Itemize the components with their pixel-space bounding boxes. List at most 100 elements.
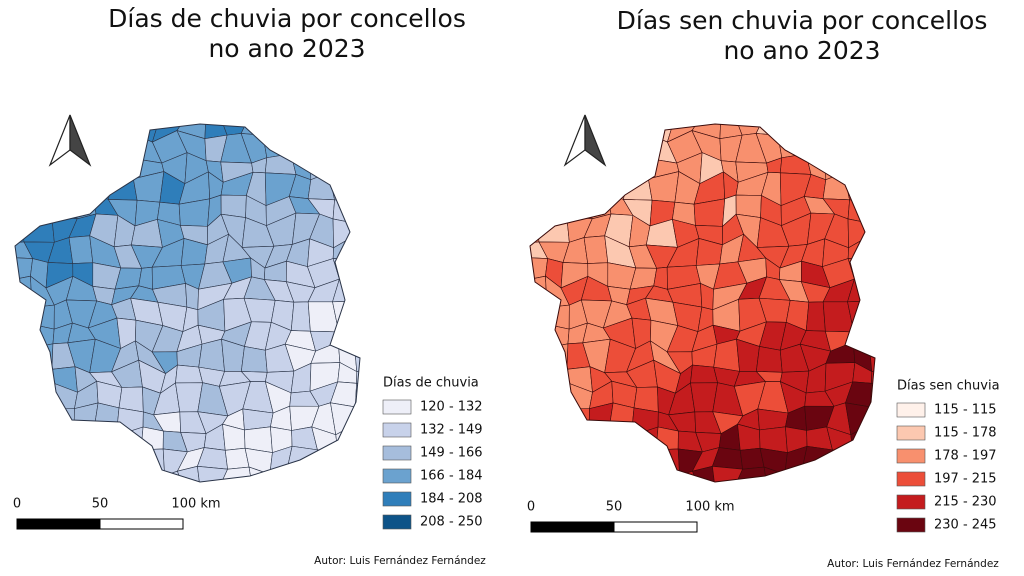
municipality	[50, 472, 76, 482]
municipality	[586, 471, 606, 482]
municipality	[777, 124, 807, 138]
municipality	[290, 301, 311, 332]
municipality	[608, 124, 625, 140]
municipality	[15, 465, 32, 482]
legend-swatch	[896, 425, 926, 441]
municipality	[847, 300, 875, 333]
municipality	[645, 448, 680, 476]
municipality	[86, 135, 119, 161]
scale-label: 50	[606, 500, 623, 515]
municipality	[583, 235, 609, 264]
municipality	[68, 235, 94, 264]
municipality	[198, 338, 225, 372]
municipality	[68, 173, 96, 194]
municipality	[354, 344, 360, 373]
municipality	[871, 258, 875, 282]
municipality	[43, 408, 75, 433]
municipality	[329, 124, 357, 140]
legend-swatch	[382, 491, 412, 507]
legend-swatch	[382, 514, 412, 530]
municipality	[583, 173, 611, 194]
municipality	[586, 432, 609, 453]
municipality	[823, 128, 855, 163]
municipality	[286, 136, 311, 157]
municipality	[713, 338, 740, 372]
legend-swatch	[382, 468, 412, 484]
scale-label: 50	[92, 497, 109, 512]
municipality	[354, 299, 360, 331]
scale-bar-black	[530, 521, 615, 533]
municipality	[25, 161, 49, 179]
municipality	[530, 217, 540, 245]
municipality	[328, 158, 355, 179]
municipality	[15, 404, 32, 432]
municipality	[530, 193, 549, 223]
municipality	[530, 404, 547, 432]
municipality	[130, 473, 166, 482]
municipality	[15, 275, 33, 312]
municipality	[558, 408, 590, 433]
legend-label: 184 - 208	[420, 492, 483, 507]
municipality	[692, 465, 716, 482]
municipality	[248, 466, 271, 482]
municipality	[603, 451, 631, 476]
municipality	[805, 301, 826, 332]
municipality	[603, 434, 632, 458]
municipality	[336, 448, 360, 475]
municipality	[712, 465, 744, 482]
municipality	[844, 467, 869, 482]
municipality	[354, 324, 360, 352]
legend-label: 120 - 132	[420, 400, 483, 415]
municipality	[565, 472, 591, 482]
municipality	[866, 423, 875, 456]
municipality	[15, 445, 34, 477]
municipality	[15, 217, 25, 245]
municipality	[530, 139, 542, 164]
municipality	[530, 275, 548, 312]
author: Autor: Luis Fernández Fernández	[314, 555, 486, 567]
municipality	[625, 426, 659, 458]
municipality	[851, 448, 875, 475]
municipality	[88, 471, 116, 482]
municipality	[622, 170, 653, 201]
region-outline	[14, 123, 361, 483]
municipality	[220, 194, 247, 218]
municipality	[627, 473, 648, 482]
legend-label: 178 - 197	[934, 449, 997, 464]
municipality	[866, 178, 875, 202]
municipality	[844, 124, 872, 140]
municipality	[870, 234, 875, 263]
municipality	[43, 171, 70, 204]
municipality	[350, 448, 360, 475]
legend-label: 149 - 166	[420, 446, 483, 461]
municipality	[15, 307, 33, 323]
municipality	[240, 346, 268, 373]
municipality	[530, 174, 548, 203]
municipality	[536, 368, 571, 392]
north-arrow-left	[48, 114, 71, 167]
municipality	[557, 424, 590, 455]
municipality	[801, 136, 826, 157]
municipality	[88, 451, 116, 476]
municipality	[530, 124, 542, 142]
municipality	[351, 197, 360, 224]
municipality	[537, 216, 570, 243]
municipality	[530, 338, 538, 375]
municipality	[15, 124, 27, 142]
municipality	[601, 159, 634, 178]
municipality	[15, 174, 33, 203]
municipality	[866, 406, 875, 427]
legend-title: Días sen chuvia	[897, 379, 1000, 394]
municipality	[15, 390, 32, 406]
municipality	[71, 432, 94, 453]
municipality	[93, 124, 110, 140]
municipality	[601, 135, 634, 161]
municipality	[867, 221, 875, 247]
legend-label: 166 - 184	[420, 469, 483, 484]
municipality	[177, 465, 201, 482]
municipality	[530, 445, 549, 477]
municipality	[537, 304, 570, 330]
municipality	[15, 149, 32, 179]
map-title: Días de chuvia por concellos	[108, 4, 466, 33]
municipality	[329, 128, 353, 163]
